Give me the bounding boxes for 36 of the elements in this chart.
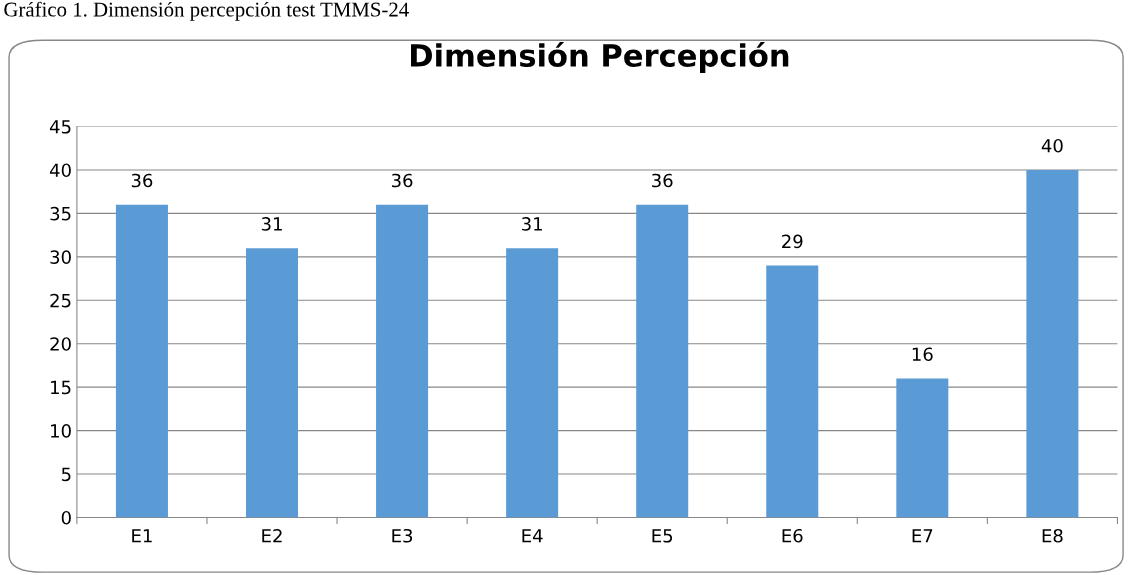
- y-tick-label: 15: [51, 380, 71, 395]
- data-label: 36: [391, 173, 413, 188]
- y-tick-label: 25: [50, 293, 71, 308]
- data-label: 29: [782, 234, 803, 249]
- x-tick-label: E8: [1042, 528, 1063, 543]
- x-tick-label: E7: [912, 529, 933, 543]
- y-tick-label: 40: [49, 163, 71, 178]
- y-tick-label: 45: [49, 120, 71, 134]
- y-tick-label: 10: [51, 424, 71, 438]
- data-label: 31: [522, 217, 542, 231]
- bar: [896, 378, 949, 518]
- bar: [636, 204, 689, 518]
- y-tick-label: 0: [61, 510, 71, 525]
- bar: [766, 265, 819, 518]
- x-tick-label: E3: [392, 528, 413, 543]
- x-tick-label: E5: [652, 529, 673, 543]
- data-label: 31: [261, 217, 282, 231]
- bar: [115, 204, 168, 518]
- y-tick-label: 5: [61, 467, 71, 482]
- bar: [245, 248, 299, 518]
- x-tick-label: E2: [262, 528, 282, 543]
- bar: [506, 248, 559, 518]
- y-tick-label: 20: [50, 337, 71, 351]
- chart-title: Dimensión Percepción: [411, 42, 789, 73]
- data-label: 36: [652, 173, 673, 188]
- bar: [1026, 169, 1079, 518]
- data-label: 40: [1041, 138, 1063, 153]
- y-tick-label: 30: [50, 250, 71, 264]
- y-tick-label: 35: [50, 206, 71, 221]
- data-label: 36: [131, 173, 153, 188]
- x-tick-label: E4: [522, 529, 543, 543]
- x-tick-label: E1: [132, 529, 152, 543]
- text: Gráfico 1. Dimensión percepción test TMMS-24: [4, 1, 409, 21]
- bar: [376, 204, 429, 518]
- data-label: 16: [912, 347, 933, 362]
- x-tick-label: E6: [782, 528, 803, 543]
